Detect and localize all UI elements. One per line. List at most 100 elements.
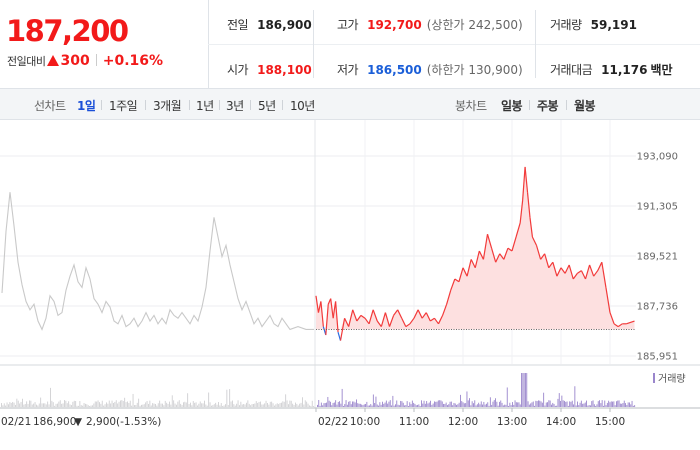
volume-bar [439,400,441,407]
volume-bar [89,405,91,407]
today-line-segment [564,264,570,274]
volume-bar [117,403,119,407]
volume-bar [99,402,100,407]
volume-bar [253,404,254,407]
tab-daily-candle[interactable]: 일봉 [501,99,523,113]
volume-bar [340,403,342,407]
today-line-segment [626,320,635,325]
volume-bar [218,402,219,407]
volume-bar [525,373,526,407]
volume-bar [299,403,301,407]
volume-bar [187,393,189,407]
volume-bar [326,402,327,407]
volume-bar [478,402,480,407]
today-line-segment [507,247,513,252]
volume-bar [483,401,485,407]
volume-bar [188,403,190,407]
volume-bar [418,404,420,407]
tab-weekly-candle[interactable]: 주봉 [537,99,559,113]
volume-bar [605,405,607,407]
volume-bar [379,402,381,407]
volume-bar [614,405,616,407]
volume-bar [508,405,509,407]
volume-bar [592,400,594,407]
volume-bar [544,405,546,407]
volume-bar [110,403,112,407]
volume-bar [448,404,450,407]
today-line-segment [593,270,599,277]
volume-bar [79,401,81,407]
volume-bar [519,404,521,407]
volume-bar [419,405,421,407]
volume-bar [443,403,444,407]
stat-label: 시가 [227,63,249,77]
column-divider [535,10,536,78]
volume-bar [170,404,172,407]
volume-bar [363,404,365,407]
volume-bar [279,403,281,407]
volume-bar [262,404,264,407]
volume-bar [431,404,433,407]
tab-10years[interactable]: 10년 [290,99,315,113]
volume-bar [138,398,140,407]
tab-1day[interactable]: 1일 [77,99,96,113]
volume-bar [328,400,330,407]
volume-bar [153,403,155,407]
volume-bar [185,402,187,407]
volume-bar [194,402,196,407]
volume-bar [150,405,152,407]
today-line-segment [568,264,574,280]
volume-bar [104,404,106,407]
volume-bar [434,401,435,407]
tab-monthly-candle[interactable]: 월봉 [574,99,596,113]
volume-bar [378,405,379,407]
today-area-fill [316,166,635,330]
volume-bar [122,401,124,407]
change-percent: +0.16% [102,53,164,69]
volume-bar [239,405,240,407]
volume-bar [554,405,556,407]
volume-bar [257,402,259,407]
tab-1week[interactable]: 1주일 [109,99,138,113]
volume-bar [545,402,547,407]
change-row: 전일대비 300 +0.16% [7,53,163,69]
volume-bar [560,400,561,407]
today-line-segment [462,267,468,277]
today-line-segment [466,259,472,277]
today-line-segment [524,166,529,193]
volume-bar [19,403,21,407]
volume-bar [476,404,478,407]
today-line-segment [617,323,623,328]
volume-bar [353,401,355,407]
volume-bar [586,400,587,407]
stat-label: 저가 [337,63,359,77]
volume-bar [504,404,506,407]
volume-bar [389,400,391,407]
volume-bar [229,389,231,407]
volume-bar [540,401,542,407]
volume-bar [115,400,117,407]
volume-bar [309,405,310,407]
volume-bar [146,401,148,407]
volume-bar [505,404,507,407]
volume-bar [6,402,8,407]
tab-5years[interactable]: 5년 [258,99,276,113]
tab-3years[interactable]: 3년 [226,99,244,113]
volume-bar [608,400,610,407]
volume-bar [261,404,263,407]
volume-bar [496,401,498,407]
volume-bar [65,400,67,407]
volume-bar [282,401,284,407]
tab-1year[interactable]: 1년 [196,99,214,113]
volume-bar [64,400,65,407]
today-line-segment [421,312,427,319]
volume-bar [275,404,277,407]
volume-bar [244,404,246,407]
volume-bar [465,403,467,407]
volume-bar [437,400,439,407]
today-line-segment [337,332,342,341]
volume-bar [356,399,357,407]
volume-bar [205,404,207,407]
volume-bar [370,404,372,407]
tab-3months[interactable]: 3개월 [153,99,182,113]
